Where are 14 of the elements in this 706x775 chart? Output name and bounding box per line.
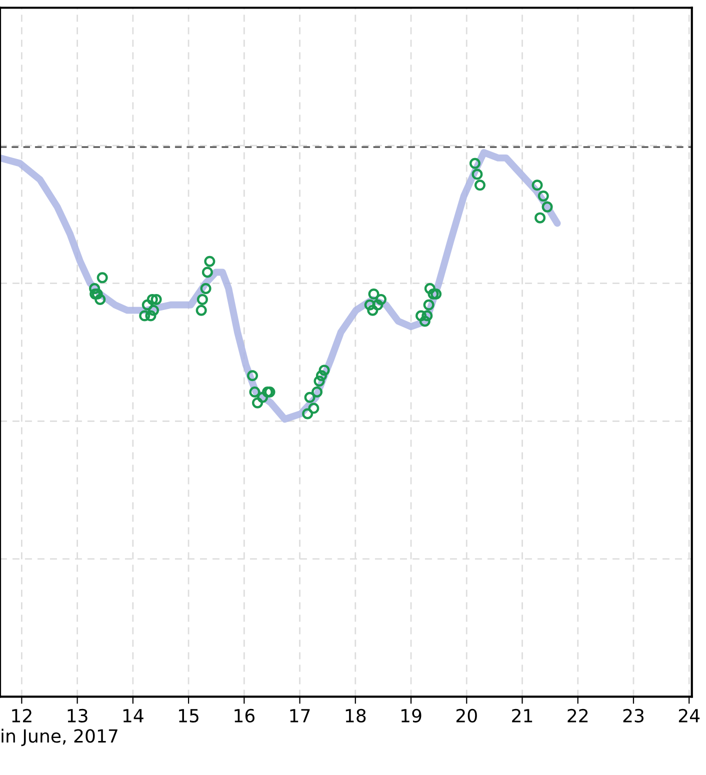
- x-tick-label: 15: [179, 709, 198, 723]
- x-tick-label: 24: [678, 708, 700, 722]
- x-axis-title: in June, 2017: [2, 728, 118, 746]
- x-tick-label: 17: [290, 709, 310, 722]
- x-tick-label: 16: [234, 708, 255, 723]
- x-tick-label: 18: [346, 708, 366, 723]
- x-tick-label: 22: [568, 708, 588, 722]
- x-tick-label: 13: [68, 708, 88, 723]
- x-tick-label: 20: [456, 708, 477, 723]
- x-tick-label: 23: [623, 708, 644, 723]
- x-tick-label: 19: [402, 708, 422, 723]
- x-tick-label: 12: [12, 708, 32, 722]
- x-tick-label: 14: [123, 709, 144, 722]
- x-tick-label: 21: [512, 708, 532, 722]
